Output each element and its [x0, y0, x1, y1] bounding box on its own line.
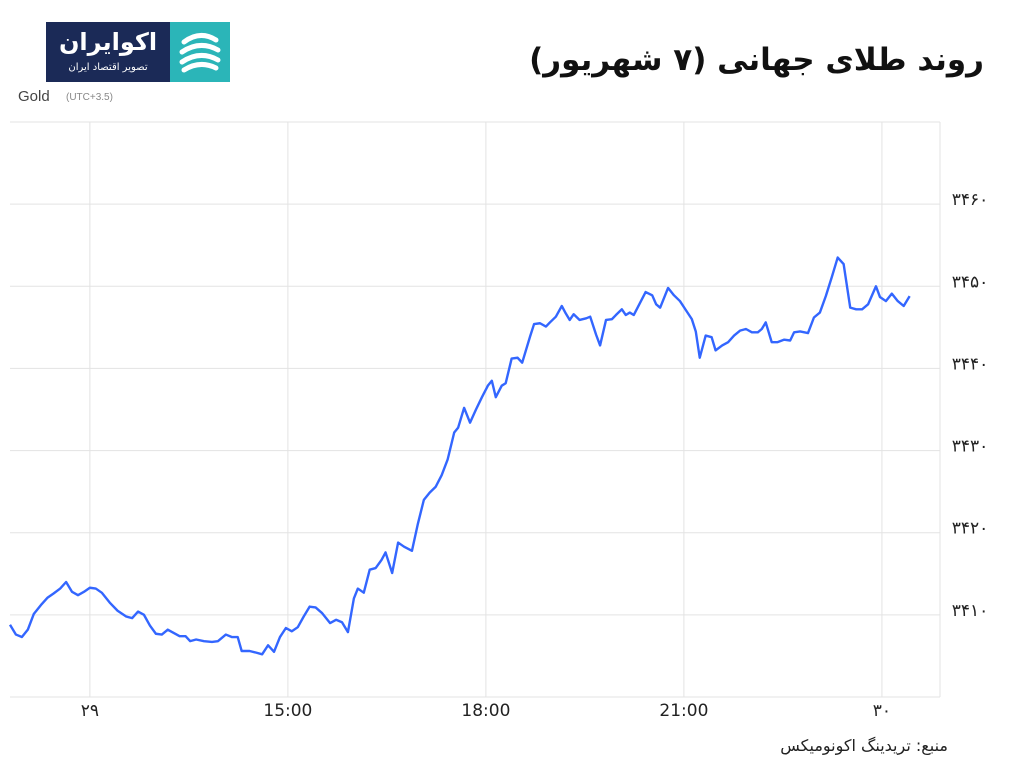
- x-tick-label: ۲۹: [81, 701, 99, 721]
- y-tick-label: ۳۴۶۰: [952, 190, 989, 210]
- x-tick-label: 18:00: [461, 701, 510, 721]
- timezone-note: (UTC+3.5): [66, 92, 113, 103]
- x-tick-label: 15:00: [263, 701, 312, 721]
- series-name: Gold: [18, 88, 50, 105]
- y-tick-label: ۳۴۲۰: [952, 519, 989, 539]
- chart: ۳۴۱۰ ۳۴۲۰ ۳۴۳۰ ۳۴۴۰ ۳۴۵۰ ۳۴۶۰ ۲۹ 15:00 18:00 21:0…: [8, 121, 989, 721]
- logo-icon: [170, 22, 230, 82]
- logo-tagline: تصویر اقتصاد ایران: [68, 62, 148, 73]
- logo-name: اکوایران: [58, 28, 158, 56]
- x-tick-label: 21:00: [659, 701, 708, 721]
- y-tick-label: ۳۴۴۰: [952, 354, 989, 374]
- chart-title: روند طلای جهانی (۷ شهریور): [529, 42, 984, 78]
- y-tick-label: ۳۴۱۰: [952, 601, 989, 621]
- x-tick-label: ۳۰: [873, 701, 891, 721]
- price-line: [8, 256, 911, 656]
- y-tick-label: ۳۴۵۰: [952, 272, 989, 292]
- logo: اکوایران تصویر اقتصاد ایران: [46, 22, 230, 82]
- y-tick-label: ۳۴۳۰: [952, 437, 989, 457]
- logo-box: اکوایران تصویر اقتصاد ایران: [46, 22, 170, 82]
- source: منبع: تریدینگ اکونومیکس: [780, 736, 948, 755]
